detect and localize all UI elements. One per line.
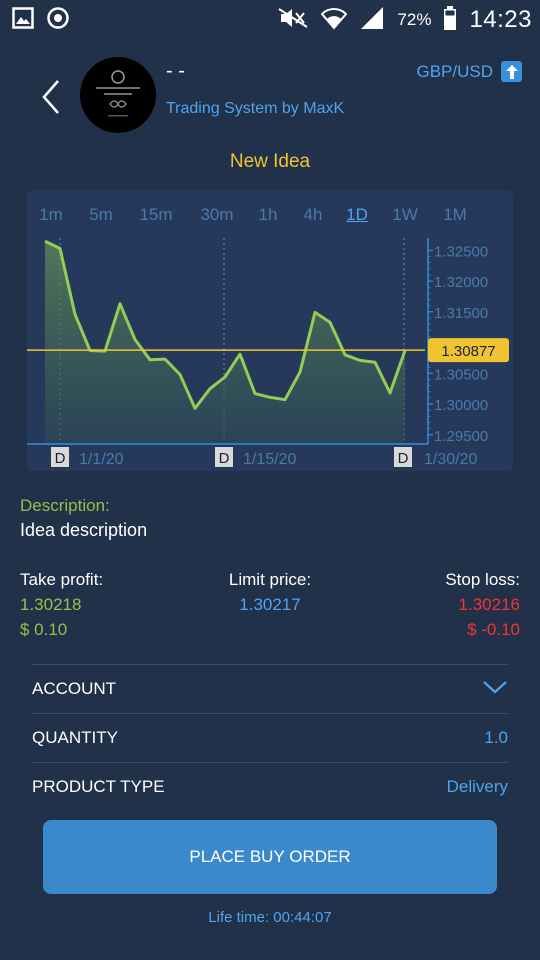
stop-loss-money: $ -0.10: [467, 620, 520, 639]
current-price-label: 1.30877: [441, 343, 495, 360]
timeframe-tab-1w[interactable]: 1W: [392, 205, 418, 224]
x-tick-label: 1/15/20: [243, 451, 296, 468]
y-tick-label: 1.30000: [434, 397, 488, 414]
back-button[interactable]: [32, 72, 72, 122]
price-line: [44, 239, 407, 410]
x-tick-label: 1/1/20: [79, 451, 124, 468]
take-profit-label: Take profit:: [20, 570, 104, 589]
chevron-left-icon: [42, 80, 59, 114]
date-marker-box: [215, 447, 233, 467]
battery-icon: [443, 5, 457, 35]
quantity-label: QUANTITY: [32, 728, 118, 747]
product-type-row[interactable]: PRODUCT TYPE Delivery: [32, 762, 508, 811]
strategy-avatar: [80, 57, 156, 133]
timeframe-tab-30m[interactable]: 30m: [200, 205, 234, 224]
description-label: Description:: [20, 496, 110, 515]
timeframe-tabs: 1m 5m 15m 30m 1h 4h 1D 1W 1M: [27, 190, 513, 238]
date-marker-box: [394, 447, 412, 467]
stop-loss-label: Stop loss:: [445, 570, 520, 589]
quantity-row[interactable]: QUANTITY 1.0: [32, 713, 508, 762]
date-marker: D: [219, 450, 230, 467]
limit-price-value: 1.30217: [239, 595, 301, 614]
x-tick-label: 1/30/20: [424, 451, 477, 468]
status-bar: 72% 14:23: [0, 0, 540, 40]
take-profit-block: Take profit: 1.30218 $ 0.10: [20, 570, 103, 645]
sync-icon: [46, 6, 70, 35]
description-text: Idea description: [20, 520, 148, 540]
timeframe-tab-1m[interactable]: 1m: [39, 205, 63, 224]
idea-title: New Idea: [229, 151, 311, 172]
y-tick-label: 1.32500: [434, 243, 488, 260]
current-price-badge: [428, 338, 509, 363]
date-marker: D: [398, 450, 409, 467]
wifi-icon: [321, 6, 348, 35]
take-profit-money: $ 0.10: [20, 620, 68, 639]
product-type-value[interactable]: Delivery: [446, 777, 508, 796]
arrow-up-icon: [501, 61, 522, 82]
timeframe-tab-15m[interactable]: 15m: [139, 205, 173, 224]
clock: 14:23: [469, 6, 532, 33]
currency-pair-label: GBP/USD: [416, 61, 493, 81]
timeframe-tab-4h[interactable]: 4h: [303, 205, 323, 224]
lifetime-text: Life time: 00:44:07: [208, 909, 332, 926]
chart-canvas: 1.325001.320001.315001.310001.305001.300…: [27, 238, 509, 468]
product-type-label: PRODUCT TYPE: [32, 777, 165, 796]
quantity-value[interactable]: 1.0: [484, 728, 508, 747]
stop-loss-value: 1.30216: [458, 595, 520, 614]
y-tick-label: 1.29500: [434, 428, 488, 445]
y-tick-label: 1.32000: [434, 274, 488, 291]
price-area: [45, 241, 405, 444]
timeframe-tab-5m[interactable]: 5m: [89, 205, 113, 224]
account-row[interactable]: ACCOUNT: [32, 664, 508, 713]
timeframe-tab-1m[interactable]: 1M: [443, 205, 467, 224]
timeframe-tab-1h[interactable]: 1h: [258, 205, 278, 224]
battery-percent: 72%: [397, 10, 432, 29]
limit-price-block: Limit price: 1.30217: [0, 570, 540, 620]
timeframe-tab-1d[interactable]: 1D: [346, 205, 368, 224]
limit-price-label: Limit price:: [228, 570, 312, 589]
y-tick-label: 1.30500: [434, 366, 488, 383]
date-marker: D: [55, 450, 66, 467]
mute-icon: [277, 7, 309, 34]
take-profit-value: 1.30218: [20, 595, 82, 614]
chevron-down-icon[interactable]: [482, 679, 508, 700]
strategy-name: - -: [166, 60, 185, 82]
strategy-subtitle[interactable]: Trading System by MaxK: [166, 100, 345, 117]
stop-loss-block: Stop loss: 1.30216 $ -0.10: [445, 570, 520, 645]
place-buy-order-button[interactable]: PLACE BUY ORDER: [43, 820, 497, 894]
currency-pair[interactable]: GBP/USD: [416, 61, 522, 82]
price-chart: 1m 5m 15m 30m 1h 4h 1D 1W 1M 1.32500 1.32000 1.315…: [27, 190, 513, 471]
gallery-icon: [12, 6, 34, 34]
account-label: ACCOUNT: [32, 679, 117, 698]
y-tick-label: 1.31500: [434, 305, 488, 322]
signal-icon: [359, 6, 385, 34]
date-marker-box: [51, 447, 69, 467]
